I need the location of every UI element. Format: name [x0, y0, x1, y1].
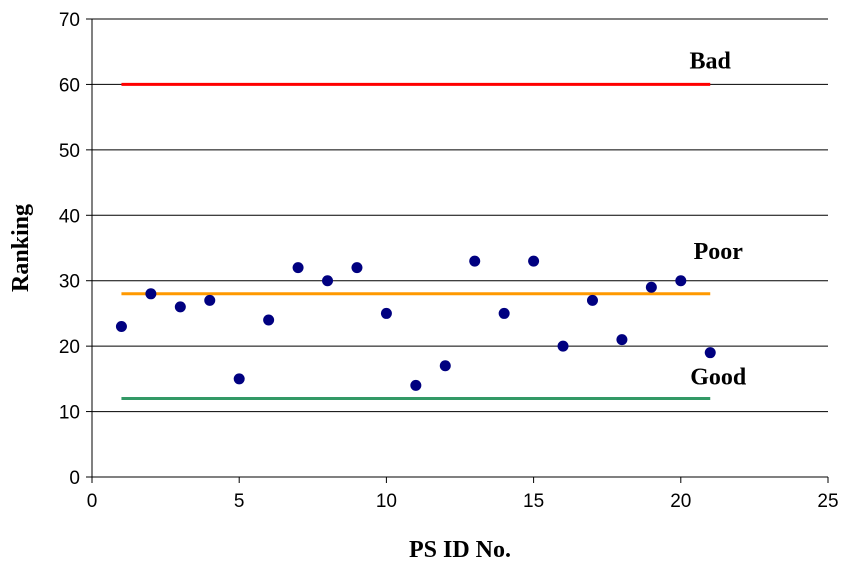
x-axis-title: PS ID No.	[409, 537, 511, 563]
y-tick-label: 30	[59, 272, 80, 293]
data-point	[469, 255, 481, 267]
y-tick-label: 50	[59, 141, 80, 162]
data-point	[498, 307, 510, 319]
data-point	[233, 373, 245, 385]
data-point	[351, 262, 363, 274]
data-point	[380, 307, 392, 319]
data-point	[410, 379, 422, 391]
y-tick-label: 20	[59, 337, 80, 358]
data-point	[322, 275, 334, 287]
x-tick-labels: 0 5 10 15 20 25	[87, 477, 839, 512]
data-point	[145, 288, 157, 300]
data-point	[174, 301, 186, 313]
data-point	[645, 281, 657, 293]
reference-label-bad: Bad	[690, 48, 732, 74]
x-tick-label: 20	[670, 491, 691, 512]
y-tick-label: 60	[59, 75, 80, 96]
y-tick-label: 0	[69, 468, 80, 489]
data-point	[557, 340, 569, 352]
x-tick-label: 15	[523, 491, 544, 512]
x-tick-label: 10	[376, 491, 397, 512]
x-tick-label: 25	[817, 491, 838, 512]
y-axis-title: Ranking	[8, 204, 34, 292]
x-tick-label: 5	[234, 491, 245, 512]
reference-lines: Bad Poor Good	[121, 48, 747, 400]
reference-label-poor: Poor	[694, 239, 744, 265]
gridlines	[92, 18, 828, 413]
data-point	[586, 294, 598, 306]
x-tick-label: 0	[87, 491, 98, 512]
data-point	[675, 275, 687, 287]
data-point	[616, 334, 628, 346]
y-tick-label: 70	[59, 10, 80, 31]
reference-label-good: Good	[690, 364, 747, 390]
y-tick-label: 40	[59, 206, 80, 227]
data-point	[204, 294, 216, 306]
data-points	[115, 255, 716, 391]
data-point	[528, 255, 540, 267]
data-point	[115, 321, 127, 333]
axes	[91, 19, 828, 478]
y-tick-labels: 0 10 20 30 40 50 60 70	[59, 10, 92, 489]
data-point	[292, 262, 304, 274]
data-point	[704, 347, 716, 359]
y-tick-label: 10	[59, 403, 80, 424]
data-point	[439, 360, 451, 372]
data-point	[263, 314, 275, 326]
